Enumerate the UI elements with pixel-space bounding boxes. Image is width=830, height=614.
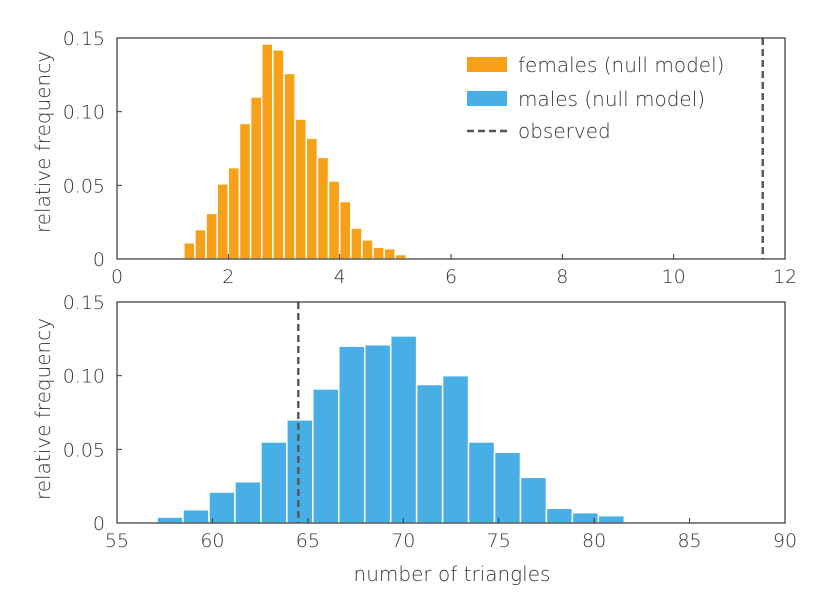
bottom-panel-males: 55 60 65 70 75 80 85 90 0 0.05 0.10 0.15 relative … [31,292,797,586]
bar [394,253,408,260]
bar [216,183,230,260]
bar [597,514,626,524]
bar [338,200,352,260]
bar [238,122,252,260]
x-ticks-top: 0 2 4 6 8 10 12 [111,254,797,288]
bar [194,228,207,260]
y-ticks-top: 0 0.05 0.10 0.15 [63,28,122,271]
x-tick-label: 70 [391,530,415,552]
y-tick-label: 0 [93,513,105,535]
x-ticks-bottom: 55 60 65 70 75 80 85 90 [105,518,797,552]
bar [249,96,263,260]
bar [338,345,366,524]
y-tick-label: 0.15 [63,28,105,50]
y-axis-label-bottom: relative frequency [31,318,55,500]
bar [208,491,236,524]
bar [361,239,374,260]
bar [316,156,330,260]
bar [294,118,308,260]
female-bars [183,43,441,260]
bar [260,441,288,524]
y-axis-label-top: relative frequency [31,51,55,233]
x-tick-label: 2 [222,266,234,288]
y-tick-label: 0.05 [63,439,105,461]
top-panel-females: 0 2 4 6 8 10 12 0 0.05 0.10 0.15 relative frequen… [31,28,797,288]
x-tick-label: 80 [582,530,606,552]
male-bars [156,335,755,524]
legend-label-males: males (null model) [518,87,705,111]
x-axis-label-bottom: number of triangles [354,562,551,586]
x-tick-label: 4 [334,266,346,288]
legend-label-observed: observed [518,119,611,143]
bar [363,343,392,524]
x-tick-label: 75 [487,530,511,552]
bar [467,441,496,524]
x-tick-label: 10 [662,266,686,288]
bar [272,49,285,260]
bar [493,451,522,524]
x-tick-label: 55 [105,530,129,552]
bar [283,72,296,260]
legend: females (null model) males (null model) … [467,53,724,143]
y-ticks-bottom: 0 0.05 0.10 0.15 [63,292,122,535]
y-tick-label: 0.10 [63,366,105,388]
bar [350,227,363,260]
x-tick-label: 85 [677,530,701,552]
x-tick-label: 0 [111,266,123,288]
bar [519,476,548,524]
bar [205,212,218,260]
bar [389,335,418,524]
legend-label-females: females (null model) [518,53,724,77]
x-tick-label: 6 [445,266,457,288]
bar [545,507,574,524]
bar [441,374,470,524]
bar [312,388,340,524]
bar [305,137,319,260]
bar [234,481,262,524]
bar [415,383,444,524]
x-tick-label: 60 [200,530,224,552]
bar [227,166,241,260]
x-tick-label: 8 [556,266,568,288]
bar [183,242,196,260]
bar [327,180,341,260]
y-tick-label: 0 [93,249,105,271]
x-tick-label: 12 [773,266,797,288]
legend-swatch-females [467,57,507,72]
bar [156,516,184,524]
bar [182,508,210,524]
plot-frame-bottom [116,301,786,524]
x-tick-label: 90 [773,530,797,552]
y-tick-label: 0.10 [63,102,105,124]
x-tick-label: 65 [296,530,320,552]
bar [372,246,385,260]
y-tick-label: 0.15 [63,292,105,314]
y-tick-label: 0.05 [63,175,105,197]
bar [286,419,314,524]
legend-swatch-males [467,91,507,106]
bar [383,247,397,260]
bar [260,43,274,260]
